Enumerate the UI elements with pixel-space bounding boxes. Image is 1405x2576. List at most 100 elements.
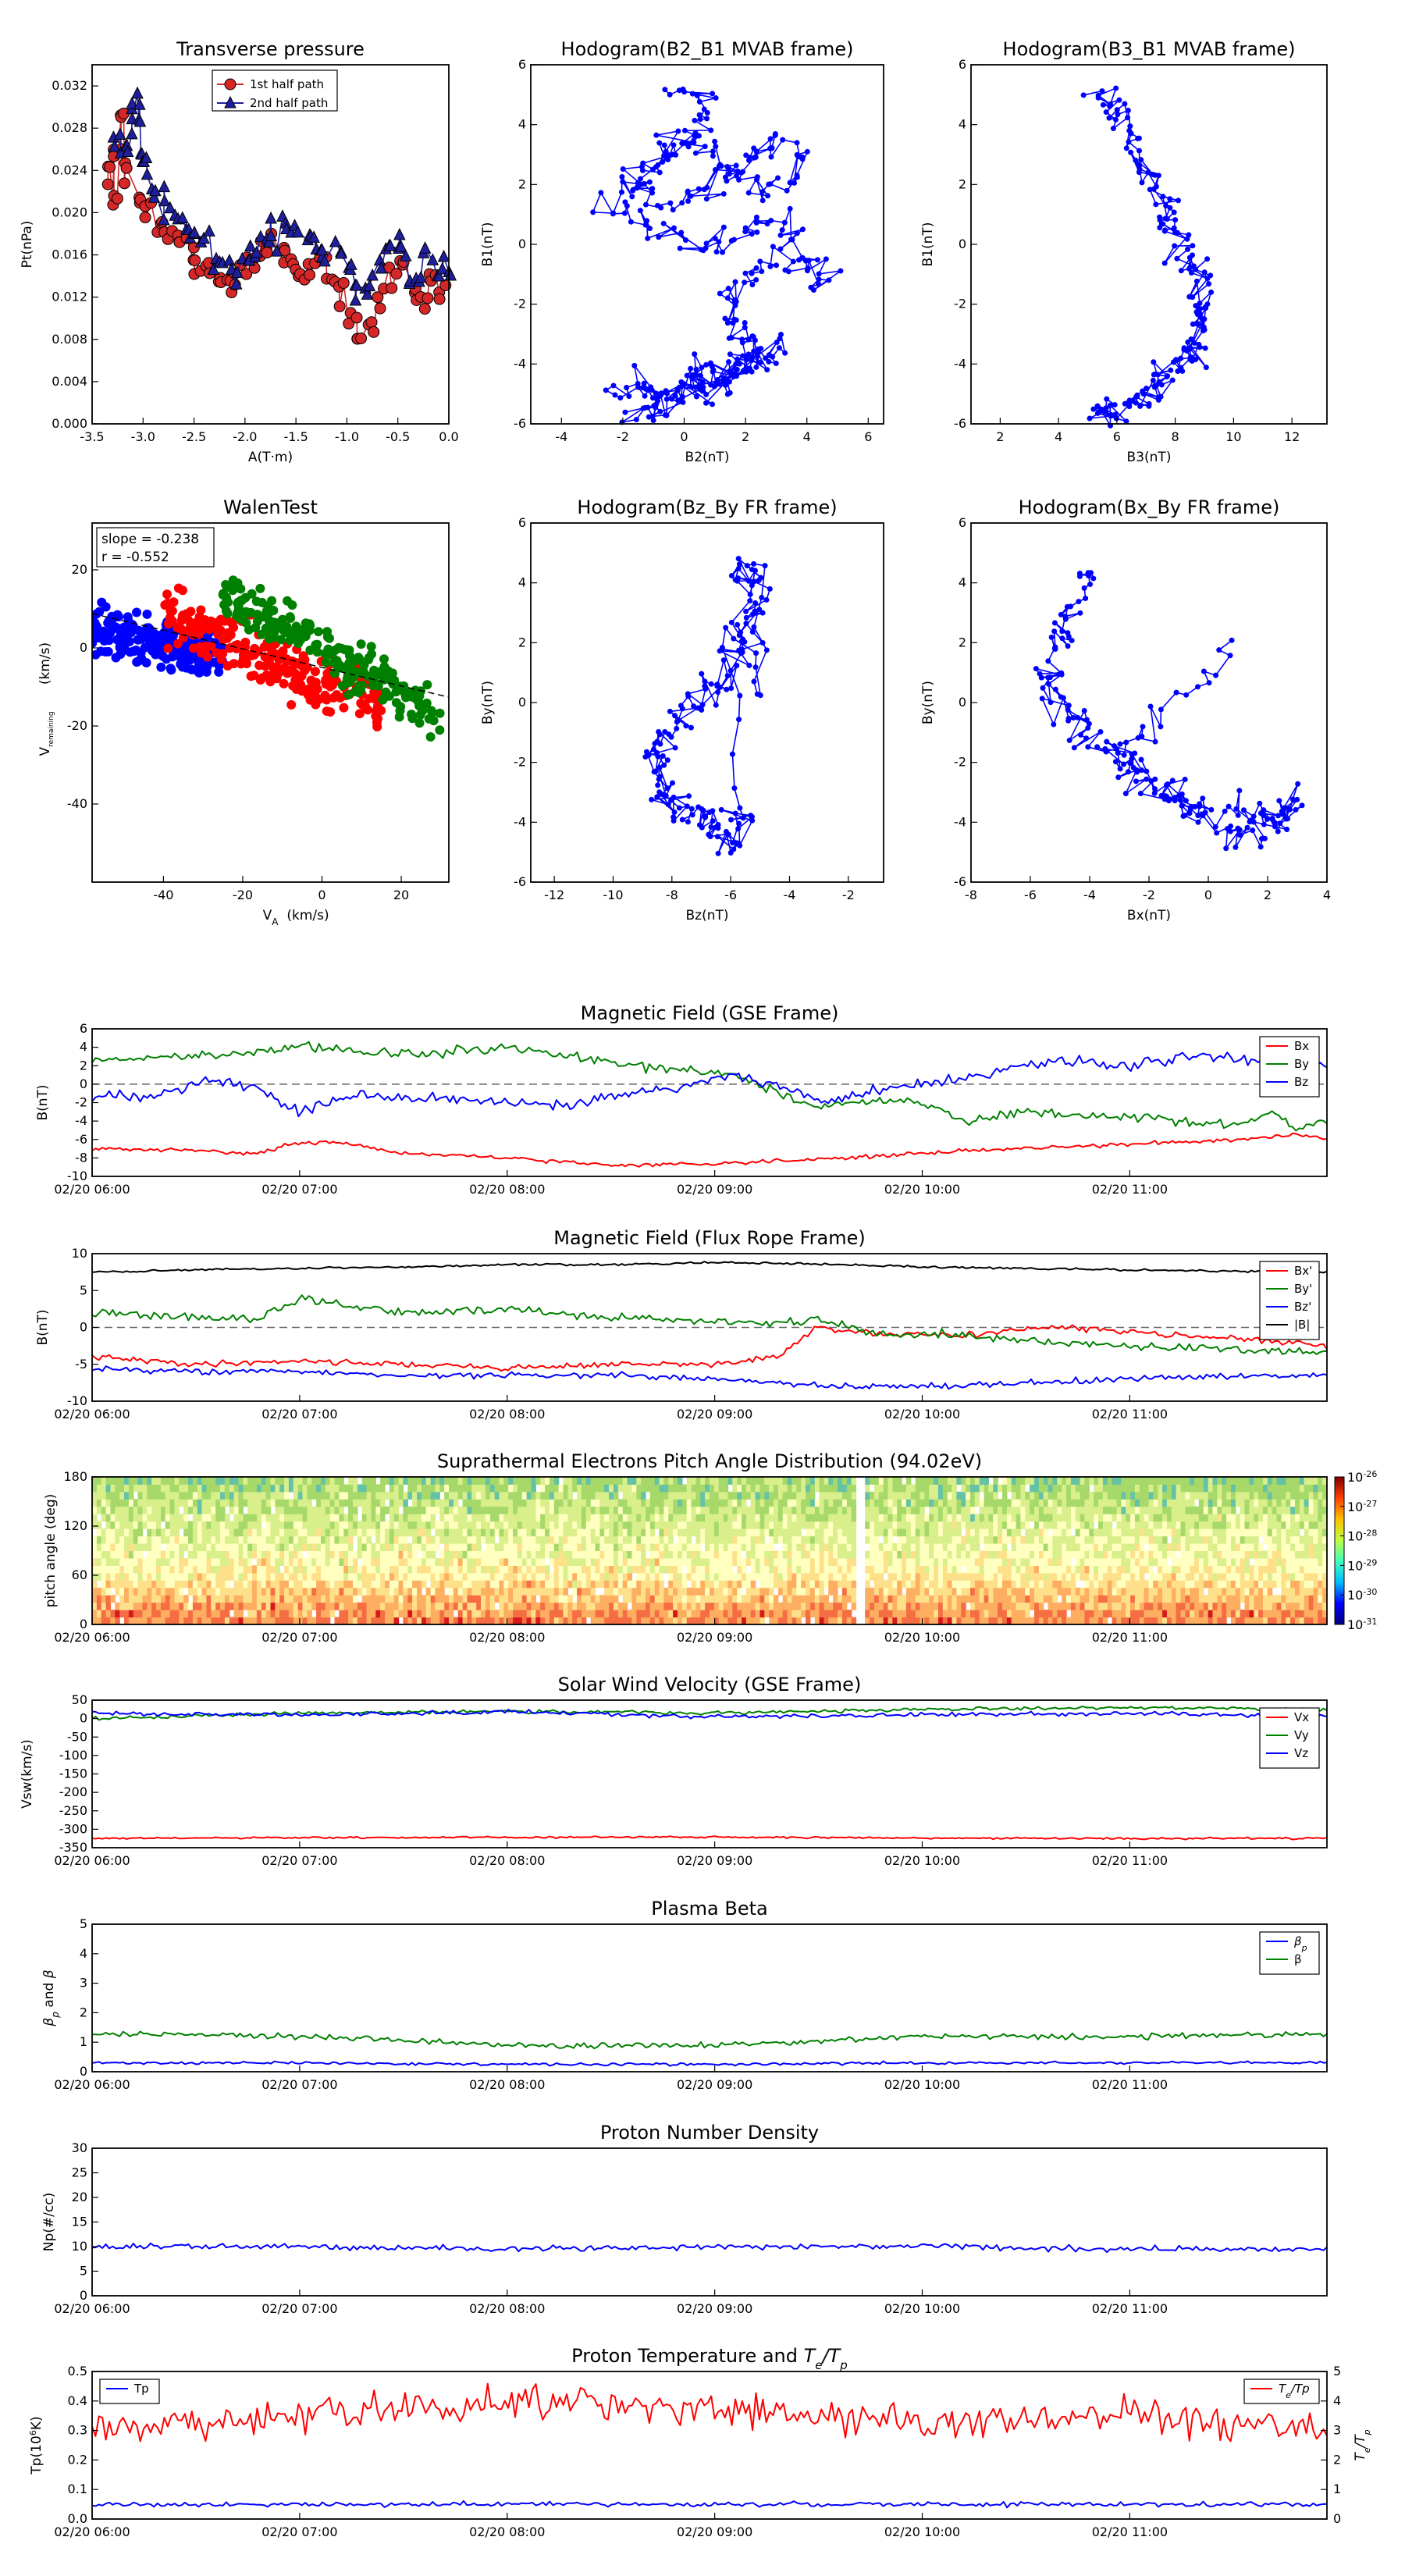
data-point <box>1197 301 1203 307</box>
heatmap-cell <box>535 1558 541 1566</box>
y-axis-label: Pt(nPa) <box>20 221 35 269</box>
data-point <box>267 596 277 606</box>
data-point <box>656 169 663 176</box>
heatmap-cell <box>119 1550 125 1559</box>
heatmap-cell <box>654 1484 660 1493</box>
heatmap-cell <box>471 1550 477 1559</box>
heatmap-cell <box>224 1528 230 1537</box>
heatmap-cell <box>321 1535 326 1544</box>
chart-pt: Transverse pressure-3.5 -3.0 -2.5 -2.0 -1.5-… <box>20 38 459 465</box>
data-point <box>742 320 748 326</box>
heatmap-cell <box>96 1587 102 1596</box>
heatmap-cell <box>563 1610 568 1618</box>
heatmap-cell <box>614 1514 619 1522</box>
heatmap-cell <box>215 1491 221 1500</box>
heatmap-cell <box>604 1506 610 1514</box>
heatmap-cell <box>553 1595 560 1603</box>
heatmap-cell <box>590 1595 596 1603</box>
heatmap-cell <box>481 1550 486 1559</box>
heatmap-cell <box>412 1535 418 1544</box>
data-point <box>768 154 774 160</box>
heatmap-cell <box>614 1477 619 1485</box>
data-point <box>751 560 757 567</box>
heatmap-cell <box>503 1558 509 1566</box>
heatmap-cell <box>101 1528 107 1537</box>
heatmap-cell <box>535 1535 541 1544</box>
data-point <box>1180 813 1186 819</box>
heatmap-cell <box>197 1484 203 1493</box>
heatmap-cell <box>238 1521 244 1529</box>
heatmap-cell <box>668 1572 674 1581</box>
heatmap-cell <box>256 1602 262 1610</box>
data-point <box>356 698 366 708</box>
heatmap-cell <box>353 1602 358 1610</box>
data-point <box>603 387 609 393</box>
heatmap-cell <box>727 1572 733 1581</box>
heatmap-cell <box>288 1521 294 1529</box>
data-point <box>1066 737 1072 743</box>
heatmap-cell <box>334 1565 340 1574</box>
heatmap-cell <box>494 1610 500 1618</box>
heatmap-cell <box>329 1602 336 1610</box>
data-point <box>714 834 720 840</box>
heatmap-cell <box>467 1580 472 1589</box>
heatmap-cell <box>311 1484 317 1493</box>
heatmap-cell <box>668 1484 674 1493</box>
heatmap-cell <box>407 1521 413 1529</box>
heatmap-cell <box>764 1499 770 1507</box>
heatmap-cell <box>521 1602 528 1610</box>
heatmap-cell <box>646 1580 651 1589</box>
heatmap-cell <box>284 1602 290 1610</box>
heatmap-cell <box>316 1587 322 1596</box>
heatmap-cell <box>517 1521 523 1529</box>
data-point <box>699 365 705 371</box>
data-point <box>768 218 774 224</box>
data-point <box>310 667 320 677</box>
data-point <box>780 137 786 143</box>
heatmap-cell <box>646 1558 651 1566</box>
heatmap-cell <box>581 1535 587 1544</box>
data-point <box>657 408 663 415</box>
heatmap-cell <box>654 1521 660 1529</box>
heatmap-cell <box>201 1484 208 1493</box>
heatmap-cell <box>467 1535 472 1544</box>
heatmap-cell <box>449 1543 454 1551</box>
heatmap-cell <box>585 1535 592 1544</box>
heatmap-cell <box>563 1506 568 1514</box>
heatmap-cell <box>183 1535 189 1544</box>
heatmap-cell <box>499 1491 504 1500</box>
heatmap-cell <box>361 1477 368 1485</box>
heatmap-cell <box>215 1550 221 1559</box>
heatmap-cell <box>375 1484 381 1493</box>
heatmap-cell <box>325 1610 331 1618</box>
heatmap-cell <box>307 1595 312 1603</box>
heatmap-cell <box>737 1514 742 1522</box>
heatmap-cell <box>407 1514 413 1522</box>
heatmap-cell <box>531 1558 536 1566</box>
y-tick-label: -4 <box>75 1113 87 1128</box>
data-point <box>1195 819 1201 825</box>
heatmap-cell <box>713 1572 720 1581</box>
heatmap-cell <box>243 1499 248 1507</box>
heatmap-cell <box>540 1499 546 1507</box>
data-point <box>1121 752 1127 758</box>
heatmap-cell <box>147 1558 152 1566</box>
data-point <box>688 365 694 372</box>
heatmap-cell <box>572 1550 578 1559</box>
heatmap-cell <box>604 1587 610 1596</box>
heatmap-cell <box>398 1491 404 1500</box>
heatmap-cell <box>119 1506 125 1514</box>
heatmap-cell <box>755 1484 761 1493</box>
heatmap-cell <box>494 1580 500 1589</box>
data-point <box>713 249 720 255</box>
heatmap-cell <box>307 1491 312 1500</box>
data-point <box>414 718 425 728</box>
heatmap-cell <box>764 1506 770 1514</box>
heatmap-cell <box>563 1587 568 1596</box>
data-point <box>1236 827 1243 833</box>
heatmap-cell <box>206 1565 212 1574</box>
data-point <box>1225 803 1232 809</box>
heatmap-cell <box>691 1521 697 1529</box>
data-point <box>279 678 289 688</box>
data-point <box>1138 157 1144 163</box>
